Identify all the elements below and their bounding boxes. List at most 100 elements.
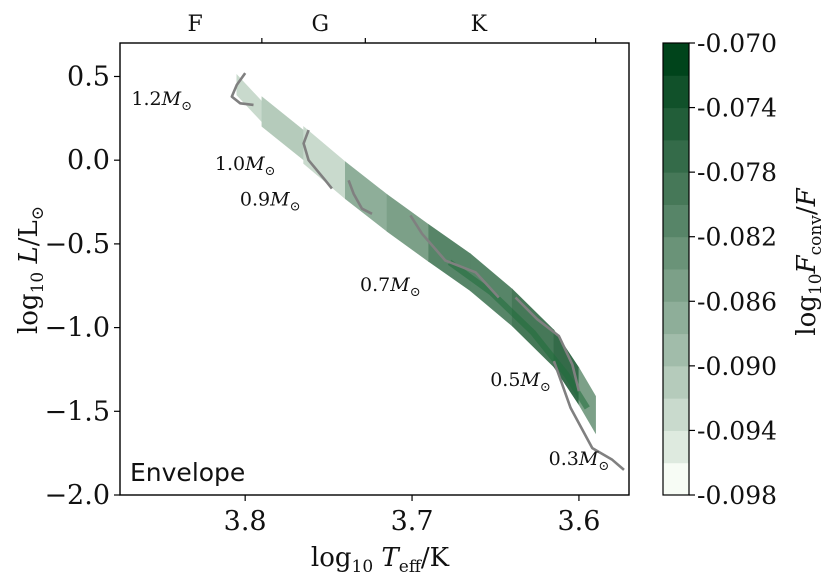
- mass-value: 0.5: [490, 369, 520, 391]
- y-title-var: L: [14, 246, 44, 264]
- colorbar-level: [663, 172, 689, 205]
- x-tick-label: 3.8: [224, 506, 267, 537]
- x-axis-title: log10 Teff/K: [311, 543, 450, 577]
- track-1.0: [302, 129, 333, 190]
- mass-value: 1.2: [131, 88, 161, 110]
- y-title-space: [14, 264, 44, 272]
- colorbar-level: [663, 269, 689, 302]
- x-title-space: [373, 543, 381, 573]
- cb-title-slash: /: [792, 206, 822, 215]
- y-tick-label: −0.5: [44, 229, 110, 260]
- evolution-tracks: [230, 72, 625, 471]
- y-title-base: 10: [28, 272, 48, 294]
- track-1.2: [230, 72, 254, 107]
- y-title-sun: ⊙: [28, 206, 48, 220]
- mass-value: 0.3: [549, 448, 579, 470]
- mass-label-0.5: 0.5M⊙: [490, 369, 551, 395]
- mass-symbol: M: [389, 274, 410, 296]
- x-title-log: log: [311, 543, 352, 573]
- mass-sun: ⊙: [265, 164, 276, 179]
- colorbar-ticks: -0.070 -0.074 -0.078 -0.082 -0.086 -0.090 -0.0…: [689, 29, 777, 510]
- mass-value: 0.7: [360, 274, 390, 296]
- colorbar-tick-label: -0.090: [697, 352, 777, 381]
- colorbar-tick-label: -0.070: [697, 29, 777, 58]
- track-0.9: [347, 179, 373, 215]
- mass-label-0.3: 0.3M⊙: [549, 448, 610, 474]
- colorbar-level: [663, 365, 689, 399]
- mass-value: 0.9: [240, 188, 270, 210]
- spectral-type-K: K: [471, 12, 488, 37]
- mass-sun: ⊙: [410, 285, 421, 300]
- colorbar-level: [663, 301, 689, 335]
- x-tick-label: 3.7: [391, 506, 434, 537]
- cb-title-sub: conv: [806, 215, 826, 256]
- colorbar-level: [663, 333, 689, 367]
- y-title-unit: /L: [14, 220, 44, 246]
- track-0.7: [409, 214, 500, 299]
- colorbar: -0.070 -0.074 -0.078 -0.082 -0.086 -0.090 -0.0…: [662, 29, 777, 510]
- mass-label-0.9: 0.9M⊙: [240, 188, 301, 214]
- y-tick-label: −2.0: [44, 480, 110, 511]
- colorbar-level: [663, 204, 689, 238]
- colorbar-tick-label: -0.094: [697, 416, 777, 445]
- mass-symbol: M: [519, 369, 540, 391]
- band-core: [447, 259, 590, 410]
- colorbar-level: [663, 75, 689, 109]
- cb-title-log: log: [792, 295, 822, 336]
- colorbar-level: [663, 43, 689, 76]
- y-tick-label: −1.5: [44, 396, 110, 427]
- mass-label-1.0: 1.0M⊙: [215, 153, 276, 179]
- colorbar-level: [663, 398, 689, 431]
- y-axis-ticks: 0.5 0.0 −0.5 −1.0 −1.5 −2.0: [44, 61, 120, 511]
- track-0.3: [552, 360, 625, 471]
- mass-sun: ⊙: [540, 380, 551, 395]
- plot-background: [120, 43, 629, 495]
- mass-symbol: M: [269, 188, 290, 210]
- colorbar-tick-label: -0.086: [697, 287, 777, 316]
- spectral-type-G: G: [311, 12, 329, 37]
- cb-title-var: F: [792, 254, 822, 274]
- mass-label-0.7: 0.7M⊙: [360, 274, 421, 300]
- mass-sun: ⊙: [290, 199, 301, 214]
- colorbar-frame: [662, 42, 690, 496]
- mass-symbol: M: [578, 448, 599, 470]
- cb-title-f: F: [792, 187, 822, 207]
- spectral-type-F: F: [187, 12, 202, 37]
- mass-value: 1.0: [215, 153, 245, 175]
- colorbar-level: [663, 139, 689, 173]
- y-title-log: log: [14, 293, 44, 334]
- mass-symbol: M: [244, 153, 265, 175]
- colorbar-title: log10Fconv/F: [792, 187, 826, 335]
- colorbar-tick-label: -0.078: [697, 158, 777, 187]
- colorbar-level: [663, 430, 689, 464]
- colorbar-segments: [663, 43, 689, 496]
- colorbar-tick-label: -0.098: [697, 481, 777, 510]
- colorbar-level: [663, 236, 689, 270]
- colorbar-tick-label: -0.082: [697, 223, 777, 252]
- y-tick-label: 0.0: [67, 145, 110, 176]
- plot-frame: [119, 42, 630, 496]
- mass-symbol: M: [161, 88, 182, 110]
- y-axis-title: log10 L/L⊙: [14, 206, 48, 334]
- x-title-sub: eff: [399, 557, 423, 577]
- colorbar-tick-label: -0.074: [697, 94, 777, 123]
- y-tick-label: 0.5: [67, 61, 110, 92]
- mass-sun: ⊙: [181, 99, 192, 114]
- x-tick-label: 3.6: [557, 506, 600, 537]
- mass-labels: 1.2M⊙1.0M⊙0.9M⊙0.7M⊙0.5M⊙0.3M⊙: [131, 88, 609, 474]
- x-axis-ticks: 3.8 3.7 3.6: [224, 495, 600, 537]
- track-0.5: [514, 296, 581, 392]
- colorbar-level: [663, 462, 689, 496]
- x-title-var: T: [381, 543, 400, 573]
- mass-sun: ⊙: [598, 459, 609, 474]
- convection-flux-band: [236, 73, 596, 435]
- plot-area: [119, 42, 630, 496]
- y-tick-label: −1.0: [44, 313, 110, 344]
- panel-label: Envelope: [130, 458, 245, 487]
- colorbar-level: [663, 107, 689, 141]
- mass-label-1.2: 1.2M⊙: [131, 88, 192, 114]
- x-title-unit: /K: [421, 543, 450, 573]
- cb-title-base: 10: [806, 273, 826, 295]
